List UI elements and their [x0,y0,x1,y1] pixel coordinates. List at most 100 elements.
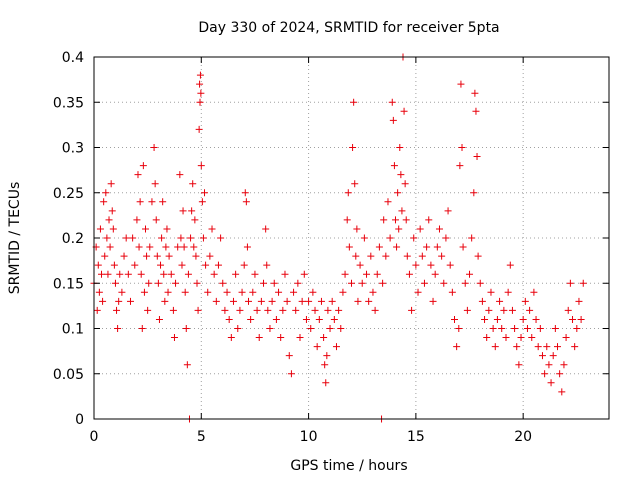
data-point [191,216,199,224]
data-point [152,216,160,224]
data-point [451,315,458,323]
data-point [545,361,553,369]
data-point [427,261,435,269]
data-point [571,343,579,351]
data-point [137,270,145,278]
data-point [403,252,411,260]
data-point [402,216,410,224]
data-point [508,306,516,314]
data-point [196,80,204,88]
data-point [176,171,184,179]
data-point [389,116,397,124]
data-point [143,252,151,260]
data-point [360,234,368,242]
data-point [435,225,443,233]
data-point [358,279,366,287]
data-point [466,270,474,278]
y-tick-label: 0.15 [53,276,84,292]
data-point [337,325,345,332]
data-point [183,361,191,369]
data-point [135,243,143,251]
data-point [174,243,182,251]
data-point [164,288,172,296]
data-point [275,288,283,296]
data-point [229,297,237,305]
data-point [363,270,371,278]
data-point [458,144,466,151]
data-point [371,306,379,314]
x-tick-label: 10 [300,429,318,445]
data-point [384,198,392,206]
data-point [577,315,585,323]
data-point [116,270,124,278]
data-point [163,225,171,233]
data-point [189,180,197,188]
data-point [210,270,218,278]
data-point [566,279,574,287]
data-point [485,306,493,314]
data-point [109,225,117,233]
data-point [367,252,375,260]
plot-frame [93,56,610,420]
chart-title: Day 330 of 2024, SRMTID for receiver 5pt… [198,20,499,36]
data-point [440,279,448,287]
data-point [170,334,178,342]
data-point [266,325,274,332]
data-point [523,325,531,332]
data-point [321,361,329,369]
data-point [133,216,141,224]
data-point [113,306,121,314]
data-point [395,225,403,233]
data-point [348,279,355,287]
data-point [564,306,572,314]
data-point [257,297,265,305]
data-point [330,315,338,323]
data-point [122,234,130,242]
data-point [350,98,358,106]
data-point [526,306,534,314]
data-point [283,297,291,305]
data-point [478,297,486,305]
data-point [307,325,315,332]
data-point [456,162,464,170]
data-point [217,234,225,242]
data-point [382,252,390,260]
data-point [187,234,195,242]
data-point [463,306,471,314]
data-point [165,252,173,260]
data-point [365,297,373,305]
data-point [534,343,542,351]
data-point [158,234,166,242]
data-point [493,315,501,323]
data-point [243,243,251,251]
y-tick-label: 0 [75,412,84,428]
data-point [498,325,506,332]
data-point [255,334,263,342]
data-point [194,306,202,314]
data-point [253,306,261,314]
data-point [573,325,581,332]
data-point [103,234,111,242]
data-point [212,297,220,305]
data-point [353,225,361,233]
data-point [241,189,249,197]
data-point [99,297,107,305]
data-point [405,270,413,278]
data-point [263,261,271,269]
data-point [538,352,546,360]
data-point [351,180,359,188]
data-point [558,388,566,396]
data-point [110,261,118,269]
data-point [400,107,408,115]
data-point [569,315,577,323]
data-point [184,270,192,278]
data-point [425,216,433,224]
data-point [470,189,478,197]
data-point [473,153,481,161]
x-tick-label: 20 [514,429,532,445]
data-point [459,243,467,251]
x-tick-label: 15 [407,429,425,445]
data-point [344,189,352,197]
x-tick-label: 5 [197,429,206,445]
data-point [277,334,285,342]
